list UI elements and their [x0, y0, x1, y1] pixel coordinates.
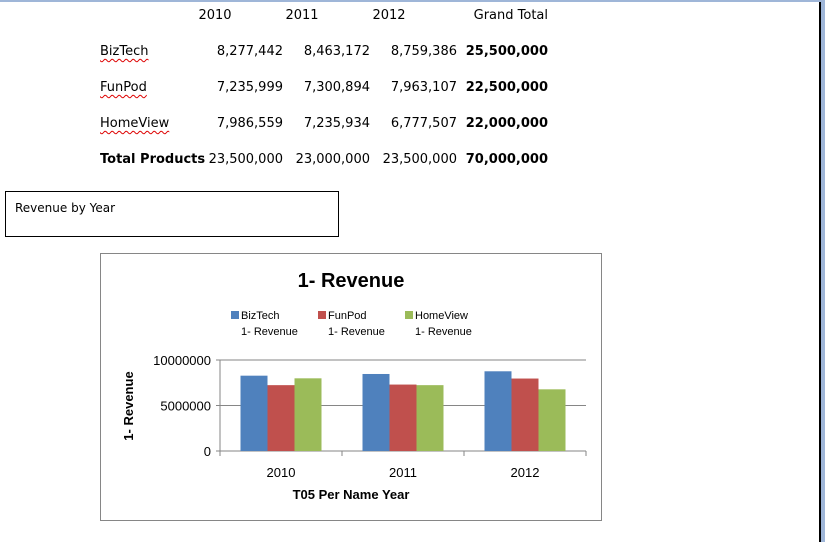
textbox-label: Revenue by Year	[15, 201, 116, 215]
revenue-chart[interactable]: 1- Revenue BizTech 1- Revenue FunPod 1- Reve…	[100, 253, 602, 521]
x-tick-label: 2010	[267, 465, 296, 480]
table-cell: 6,777,507	[390, 116, 457, 131]
x-axis-title: T05 Per Name Year	[293, 487, 410, 502]
bar-biztech-2010	[240, 375, 268, 451]
table-cell: 7,235,999	[216, 80, 283, 95]
bar-biztech-2012	[484, 371, 512, 451]
row-grand-total: 25,500,000	[465, 44, 548, 59]
bar-homeview-2010	[294, 378, 322, 451]
table-cell: 7,986,559	[216, 116, 283, 131]
table-cell: 7,300,894	[303, 80, 370, 95]
row-label: Total Products	[100, 152, 206, 167]
table-cell: 8,277,442	[216, 44, 283, 59]
legend-label: FunPod	[328, 310, 367, 322]
chart-svg: 1- Revenue BizTech 1- Revenue FunPod 1- Reve…	[121, 270, 587, 502]
x-tick-label: 2011	[389, 465, 417, 480]
row-grand-total: 22,000,000	[465, 116, 548, 131]
column-header: 2011	[285, 8, 319, 23]
table-cell: 7,963,107	[390, 80, 457, 95]
row-grand-total: 70,000,000	[465, 152, 548, 167]
chart-title: 1- Revenue	[298, 270, 405, 292]
legend-sublabel: 1- Revenue	[328, 326, 385, 338]
table-cell: 23,500,000	[382, 152, 457, 167]
legend-label: HomeView	[415, 310, 468, 322]
x-tick-label: 2012	[511, 465, 540, 480]
y-tick-label: 0	[204, 444, 211, 459]
legend-swatch-homeview	[405, 311, 413, 319]
table-cell: 8,463,172	[303, 44, 370, 59]
y-tick-label: 5000000	[160, 399, 211, 414]
y-axis-title: 1- Revenue	[121, 371, 136, 440]
bar-funpod-2012	[511, 378, 539, 451]
bar-homeview-2012	[538, 389, 566, 451]
table-cell: 23,000,000	[295, 152, 370, 167]
row-grand-total: 22,500,000	[465, 80, 548, 95]
legend-sublabel: 1- Revenue	[241, 326, 298, 338]
legend-swatch-biztech	[231, 311, 239, 319]
legend-label: BizTech	[241, 310, 280, 322]
bar-biztech-2011	[362, 373, 390, 451]
row-label: BizTech	[100, 44, 149, 59]
column-header: 2010	[198, 8, 232, 23]
table-cell: 7,235,934	[303, 116, 370, 131]
column-header: Grand Total	[473, 8, 548, 23]
bar-homeview-2011	[416, 385, 444, 451]
bar-funpod-2011	[389, 384, 417, 451]
table-cell: 23,500,000	[208, 152, 283, 167]
row-label: FunPod	[100, 80, 147, 95]
legend-swatch-funpod	[318, 311, 326, 319]
column-header: 2012	[372, 8, 406, 23]
row-label: HomeView	[100, 116, 170, 131]
revenue-by-year-textbox[interactable]: Revenue by Year	[5, 191, 339, 237]
table-cell: 8,759,386	[390, 44, 457, 59]
y-tick-label: 10000000	[153, 353, 211, 368]
bar-funpod-2010	[267, 385, 295, 451]
legend-sublabel: 1- Revenue	[415, 326, 472, 338]
